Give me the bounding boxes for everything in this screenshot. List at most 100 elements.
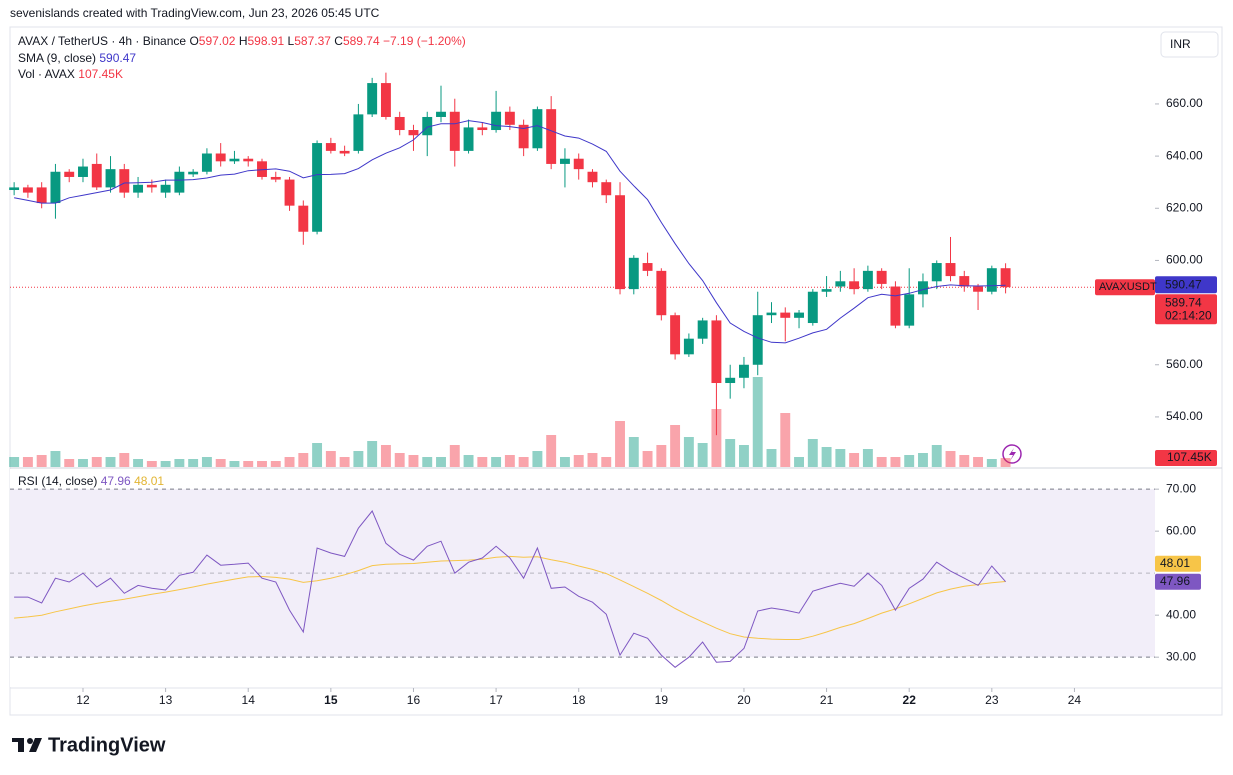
- symbol-tag-box: [1095, 279, 1155, 296]
- candle-body: [380, 83, 391, 117]
- x-tick-label: 14: [242, 693, 256, 707]
- candle-body: [601, 182, 612, 196]
- logo-text: TradingView: [48, 734, 166, 756]
- volume-bar: [532, 451, 543, 467]
- volume-bar: [752, 377, 763, 467]
- volume-bar: [945, 451, 956, 467]
- candle-body: [1000, 268, 1011, 288]
- candle-body: [656, 270, 667, 316]
- rsi-axis-box: [1155, 573, 1201, 590]
- ohlc-letter: L: [288, 34, 295, 48]
- candle-body: [559, 158, 570, 164]
- ohlc-letter: C: [334, 34, 343, 48]
- candle-body: [463, 127, 474, 151]
- candle-body: [532, 109, 543, 149]
- logo-mark: [12, 738, 42, 752]
- candle-body: [587, 171, 598, 183]
- alert-icon[interactable]: [1002, 444, 1022, 464]
- volume-bar: [78, 459, 88, 467]
- candle-body: [697, 320, 708, 339]
- volume-bar: [408, 455, 419, 467]
- volume-bar: [449, 445, 460, 467]
- volume-bar: [959, 455, 970, 467]
- candle-body: [119, 169, 130, 193]
- rsi-ma-value: 48.01: [134, 474, 164, 488]
- y-tick-label: 660.00: [1166, 96, 1203, 110]
- volume-bar: [325, 451, 336, 467]
- volume-bar: [890, 457, 901, 467]
- volume-bar: [876, 457, 887, 467]
- volume-bar: [573, 455, 584, 467]
- volume-bar: [862, 449, 873, 467]
- x-tick-label: 24: [1068, 693, 1082, 707]
- candle-body: [766, 312, 777, 316]
- volume-bar: [642, 451, 653, 467]
- price-axis-label: 589.74: [1165, 295, 1202, 309]
- symbol-title: AVAX / TetherUS · 4h · Binance: [18, 34, 186, 48]
- legend-rsi: RSI (14, close) 47.96 48.01: [18, 474, 164, 488]
- candle-body: [849, 281, 860, 290]
- candle-body: [146, 184, 157, 188]
- volume-bar: [215, 459, 226, 467]
- y-tick-label: 620.00: [1166, 200, 1203, 214]
- candle-body: [945, 263, 956, 277]
- x-tick-label: 15: [324, 693, 338, 707]
- candle-body: [270, 176, 281, 180]
- sma-axis-label: 590.47: [1165, 277, 1202, 291]
- candle-body: [862, 270, 873, 290]
- x-tick-label: 16: [407, 693, 421, 707]
- rsi-axis-box: [1155, 555, 1201, 572]
- candle-body: [835, 281, 846, 287]
- candle-body: [918, 281, 928, 295]
- volume-axis-box: [1155, 450, 1217, 466]
- candle-body: [133, 184, 144, 193]
- candle-body: [339, 150, 350, 154]
- volume-bar: [9, 457, 20, 467]
- candle-body: [752, 315, 763, 365]
- candle-body: [243, 158, 254, 162]
- volume-bar: [339, 457, 350, 467]
- ohlc-letter: H: [239, 34, 248, 48]
- candle-body: [986, 268, 997, 292]
- x-tick-label: 23: [985, 693, 999, 707]
- symbol-tag: AVAXUSDT: [1099, 281, 1157, 293]
- volume-bar: [312, 443, 323, 467]
- volume-name: Vol · AVAX: [18, 67, 75, 81]
- currency-button[interactable]: [1160, 31, 1219, 58]
- y-tick-label: 640.00: [1166, 148, 1203, 162]
- candle-body: [215, 153, 226, 162]
- volume-bar: [615, 421, 625, 467]
- rsi-axis-label: 47.96: [1160, 574, 1190, 588]
- volume-bar: [601, 457, 612, 467]
- sma-value: 590.47: [99, 51, 136, 65]
- volume-bar: [36, 455, 47, 467]
- volume-bar: [188, 459, 199, 467]
- candle-body: [353, 114, 364, 151]
- volume-bar: [270, 461, 281, 467]
- currency[interactable]: INR: [1170, 37, 1191, 51]
- volume-bar: [146, 461, 157, 467]
- y-tick-label: 30.00: [1166, 649, 1196, 663]
- volume-bar: [64, 459, 75, 467]
- x-tick-label: 12: [76, 693, 90, 707]
- candle-body: [78, 166, 88, 177]
- volume-bar: [394, 453, 405, 467]
- candle-body: [973, 286, 984, 292]
- volume-bar: [807, 439, 818, 467]
- volume-bar: [849, 453, 860, 467]
- sma-axis-box: [1155, 276, 1217, 294]
- volume-bar: [973, 457, 984, 467]
- candle-body: [807, 291, 818, 324]
- ohlc-value: 597.02: [199, 34, 236, 48]
- sma-line: [14, 120, 1006, 344]
- candle-body: [642, 263, 653, 271]
- candle-body: [518, 124, 529, 149]
- candle-body: [683, 338, 694, 355]
- candle-body: [890, 286, 901, 326]
- volume-bar: [243, 461, 254, 467]
- candle-body: [477, 127, 488, 131]
- volume-bar: [931, 445, 942, 467]
- change: −7.19: [383, 34, 414, 48]
